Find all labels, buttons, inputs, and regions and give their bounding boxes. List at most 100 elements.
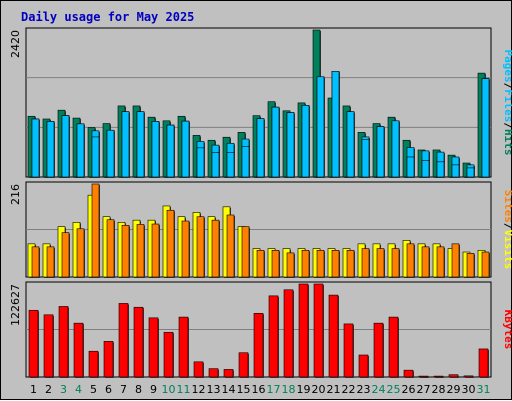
bar-pages-day-30 (466, 167, 475, 178)
bar-pages-day-21 (331, 71, 340, 178)
x-tick-day-20: 20 (312, 383, 326, 396)
bar-kbytes-day-25 (388, 316, 399, 378)
bar-sites-day-15 (241, 226, 250, 278)
bar-kbytes-day-17 (268, 295, 279, 378)
legend-item: KBytes (502, 310, 512, 350)
bar-pages-day-7 (121, 111, 130, 178)
bar-pages-day-29 (451, 164, 460, 178)
bar-kbytes-day-14 (223, 369, 234, 378)
bar-kbytes-day-10 (163, 331, 174, 378)
bar-sites-day-2 (46, 246, 55, 278)
bar-pages-day-3 (61, 115, 70, 178)
bar-sites-day-22 (346, 250, 355, 278)
x-tick-day-24: 24 (372, 383, 386, 396)
bar-kbytes-day-19 (298, 283, 309, 378)
bar-pages-day-27 (421, 160, 430, 178)
bar-kbytes-day-8 (133, 306, 144, 378)
legend-item: Files (502, 89, 512, 122)
x-tick-day-23: 23 (357, 383, 371, 396)
bar-pages-day-24 (376, 126, 385, 178)
x-tick-day-18: 18 (282, 383, 296, 396)
x-tick-day-22: 22 (342, 383, 356, 396)
y-max-label-visits-sites: 216 (9, 184, 22, 205)
bar-kbytes-day-28 (433, 375, 444, 378)
bar-sites-day-26 (406, 243, 415, 278)
bar-sites-day-16 (256, 250, 265, 278)
bar-pages-day-28 (436, 161, 445, 178)
y-max-label-kbytes: 122627 (9, 284, 22, 326)
bar-sites-day-24 (376, 248, 385, 278)
bar-sites-day-19 (301, 250, 310, 278)
bar-pages-day-12 (196, 147, 205, 178)
bar-pages-day-8 (136, 111, 145, 178)
x-tick-day-10: 10 (162, 383, 176, 396)
bar-pages-day-31 (481, 78, 490, 178)
y-max-label-hits-files-pages: 2420 (9, 30, 22, 58)
x-tick-day-27: 27 (417, 383, 431, 396)
bar-sites-day-1 (31, 246, 40, 278)
x-tick-day-17: 17 (267, 383, 281, 396)
x-tick-day-29: 29 (447, 383, 461, 396)
x-tick-day-3: 3 (60, 383, 67, 396)
x-tick-day-19: 19 (297, 383, 311, 396)
bar-kbytes-day-3 (58, 306, 69, 378)
bar-sites-day-20 (316, 250, 325, 278)
bar-kbytes-day-27 (418, 375, 429, 378)
bar-kbytes-day-30 (463, 375, 474, 378)
bar-pages-day-22 (346, 111, 355, 178)
bar-kbytes-day-2 (43, 314, 54, 378)
legend-item: Hits (502, 129, 512, 156)
bar-sites-day-25 (391, 248, 400, 278)
chart-title: Daily usage for May 2025 (21, 10, 194, 24)
bar-pages-day-25 (391, 120, 400, 178)
x-tick-day-11: 11 (177, 383, 191, 396)
x-tick-day-8: 8 (135, 383, 142, 396)
bar-sites-day-14 (226, 214, 235, 278)
bar-kbytes-day-20 (313, 283, 324, 378)
bar-pages-day-11 (181, 120, 190, 178)
x-tick-day-25: 25 (387, 383, 401, 396)
bar-kbytes-day-31 (478, 348, 489, 378)
legend-item: / (502, 223, 512, 230)
bar-pages-day-17 (271, 106, 280, 178)
bar-kbytes-day-18 (283, 289, 294, 378)
legend-item: / (502, 83, 512, 90)
bar-pages-day-9 (151, 121, 160, 178)
bar-sites-day-11 (181, 220, 190, 278)
x-tick-day-2: 2 (45, 383, 52, 396)
bar-pages-day-16 (256, 118, 265, 178)
x-tick-day-14: 14 (222, 383, 236, 396)
bar-sites-day-21 (331, 250, 340, 278)
bar-sites-day-12 (196, 216, 205, 278)
bar-kbytes-day-12 (193, 361, 204, 378)
x-tick-day-9: 9 (150, 383, 157, 396)
bar-pages-day-20 (316, 76, 325, 178)
bar-sites-day-7 (121, 225, 130, 278)
bar-sites-day-13 (211, 219, 220, 278)
x-tick-day-5: 5 (90, 383, 97, 396)
legend-item: Sites (502, 190, 512, 223)
x-tick-day-31: 31 (477, 383, 491, 396)
bar-kbytes-day-7 (118, 303, 129, 378)
legend-kbytes: KBytes (502, 310, 512, 350)
bar-kbytes-day-23 (358, 354, 369, 378)
bar-sites-day-17 (271, 250, 280, 278)
bar-shadow-kbytes (465, 376, 474, 378)
bar-kbytes-day-24 (373, 322, 384, 378)
bar-kbytes-day-1 (28, 309, 39, 378)
bar-sites-day-10 (166, 209, 175, 278)
bar-kbytes-day-6 (103, 341, 114, 378)
x-tick-day-21: 21 (327, 383, 341, 396)
bar-pages-day-10 (166, 124, 175, 178)
bar-pages-day-4 (76, 123, 85, 178)
x-tick-day-4: 4 (75, 383, 82, 396)
bar-kbytes-day-15 (238, 352, 249, 378)
x-tick-day-7: 7 (120, 383, 127, 396)
x-tick-day-16: 16 (252, 383, 266, 396)
bar-kbytes-day-13 (208, 368, 219, 378)
legend-item: Visits (502, 230, 512, 270)
bar-pages-day-18 (286, 112, 295, 178)
x-tick-day-28: 28 (432, 383, 446, 396)
bar-pages-day-1 (31, 118, 40, 178)
